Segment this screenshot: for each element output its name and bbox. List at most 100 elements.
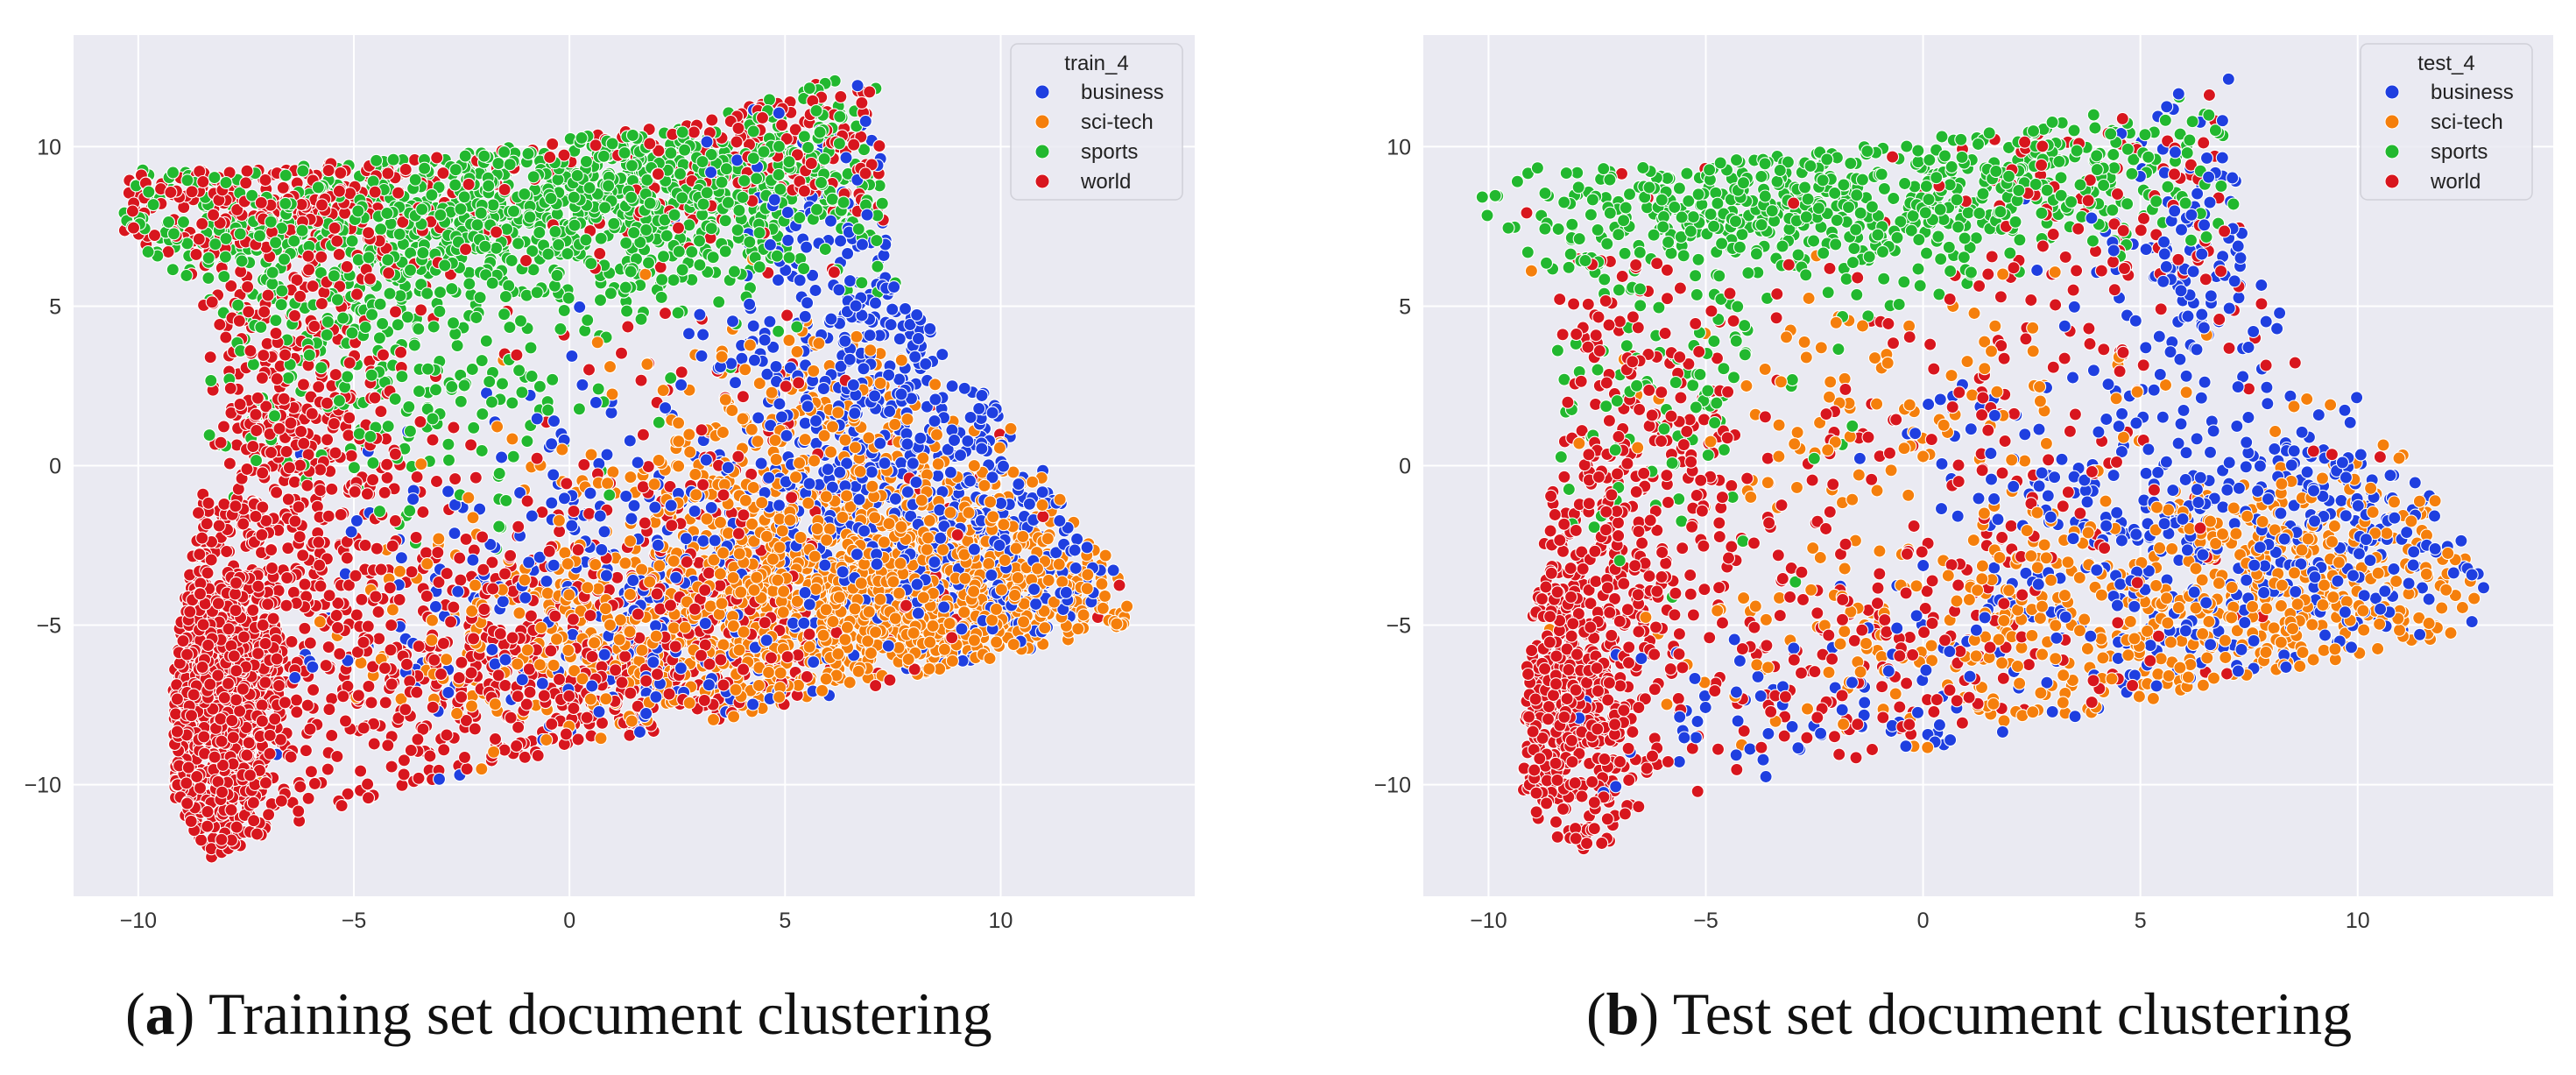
point-business (793, 273, 807, 287)
point-sports (166, 166, 180, 180)
point-world (246, 603, 260, 617)
point-sci-tech (746, 480, 760, 495)
point-sci-tech (490, 420, 505, 434)
point-world (276, 180, 290, 194)
point-sports (652, 415, 666, 429)
point-sports (525, 369, 539, 384)
point-world (355, 592, 369, 606)
point-world (292, 804, 306, 818)
point-sci-tech (635, 562, 649, 576)
point-world (395, 778, 409, 792)
point-world (224, 279, 238, 293)
point-world (636, 480, 650, 494)
point-sports (176, 215, 191, 230)
point-business (525, 509, 539, 523)
point-world (464, 666, 478, 680)
point-world (303, 722, 317, 736)
point-business (808, 283, 822, 298)
point-world (544, 644, 558, 658)
point-sports (782, 251, 796, 265)
point-world (731, 449, 745, 463)
point-business (746, 697, 760, 711)
point-sports (664, 146, 678, 160)
point-sports (381, 420, 395, 434)
point-sports (575, 131, 589, 145)
point-world (364, 696, 378, 710)
point-sports (441, 453, 456, 467)
point-sports (502, 279, 516, 293)
point-sci-tech (743, 338, 757, 352)
point-business (394, 551, 408, 565)
point-business (604, 406, 618, 420)
point-business (743, 297, 757, 311)
point-world (219, 330, 233, 344)
point-business (428, 599, 442, 614)
point-sci-tech (997, 518, 1011, 532)
point-sports (770, 249, 784, 263)
point-sports (772, 324, 786, 338)
point-business (595, 542, 609, 556)
point-business (754, 456, 768, 470)
point-world (454, 573, 468, 587)
point-business (1106, 563, 1120, 577)
point-sci-tech (672, 416, 686, 430)
point-sports (274, 298, 288, 312)
point-sci-tech (759, 529, 773, 543)
point-sports (718, 244, 732, 258)
point-world (582, 363, 596, 377)
point-world (834, 89, 848, 103)
point-world (577, 457, 591, 471)
point-world (287, 308, 302, 322)
point-world (191, 506, 206, 520)
point-sports (584, 257, 598, 271)
point-sports (664, 371, 678, 385)
point-sports (475, 354, 489, 368)
point-world (361, 619, 375, 633)
point-world (362, 679, 376, 693)
point-sci-tech (766, 552, 780, 566)
point-sports (654, 290, 668, 304)
point-business (975, 388, 989, 403)
scatter-points (117, 74, 1134, 864)
point-sci-tech (725, 403, 739, 418)
point-sports (450, 339, 464, 353)
point-sci-tech (706, 712, 721, 726)
point-business (625, 512, 639, 526)
point-business (545, 496, 559, 510)
point-world (621, 320, 635, 334)
point-sci-tech (512, 606, 526, 620)
point-business (758, 333, 772, 347)
point-sci-tech (1076, 608, 1090, 622)
scatter-plot-a: −10 −5 0 5 10−10−50510train_4businesssci-tec… (25, 35, 1195, 933)
point-business (698, 617, 712, 631)
point-sci-tech (812, 336, 826, 350)
point-sci-tech (682, 428, 696, 442)
point-world (332, 247, 346, 261)
point-sci-tech (652, 453, 666, 467)
point-world (372, 632, 386, 646)
point-world (455, 655, 469, 669)
point-world (303, 636, 317, 650)
point-business (466, 553, 480, 567)
point-sports (772, 167, 786, 182)
point-business (600, 448, 614, 462)
point-business (839, 151, 853, 165)
point-sports (581, 313, 595, 327)
point-sports (475, 443, 489, 458)
point-sci-tech (440, 653, 454, 667)
point-sports (407, 338, 421, 352)
point-world (464, 438, 478, 452)
point-world (498, 743, 512, 757)
point-world (426, 433, 440, 447)
point-sports (484, 395, 499, 409)
point-world (615, 675, 629, 690)
point-sci-tech (1098, 548, 1112, 562)
point-business (1070, 532, 1084, 546)
point-sci-tech (590, 336, 604, 350)
point-sports (620, 304, 634, 318)
point-world (201, 566, 215, 580)
point-sci-tech (689, 488, 703, 502)
point-world (367, 737, 381, 751)
point-business (681, 327, 696, 341)
point-sports (465, 362, 479, 377)
